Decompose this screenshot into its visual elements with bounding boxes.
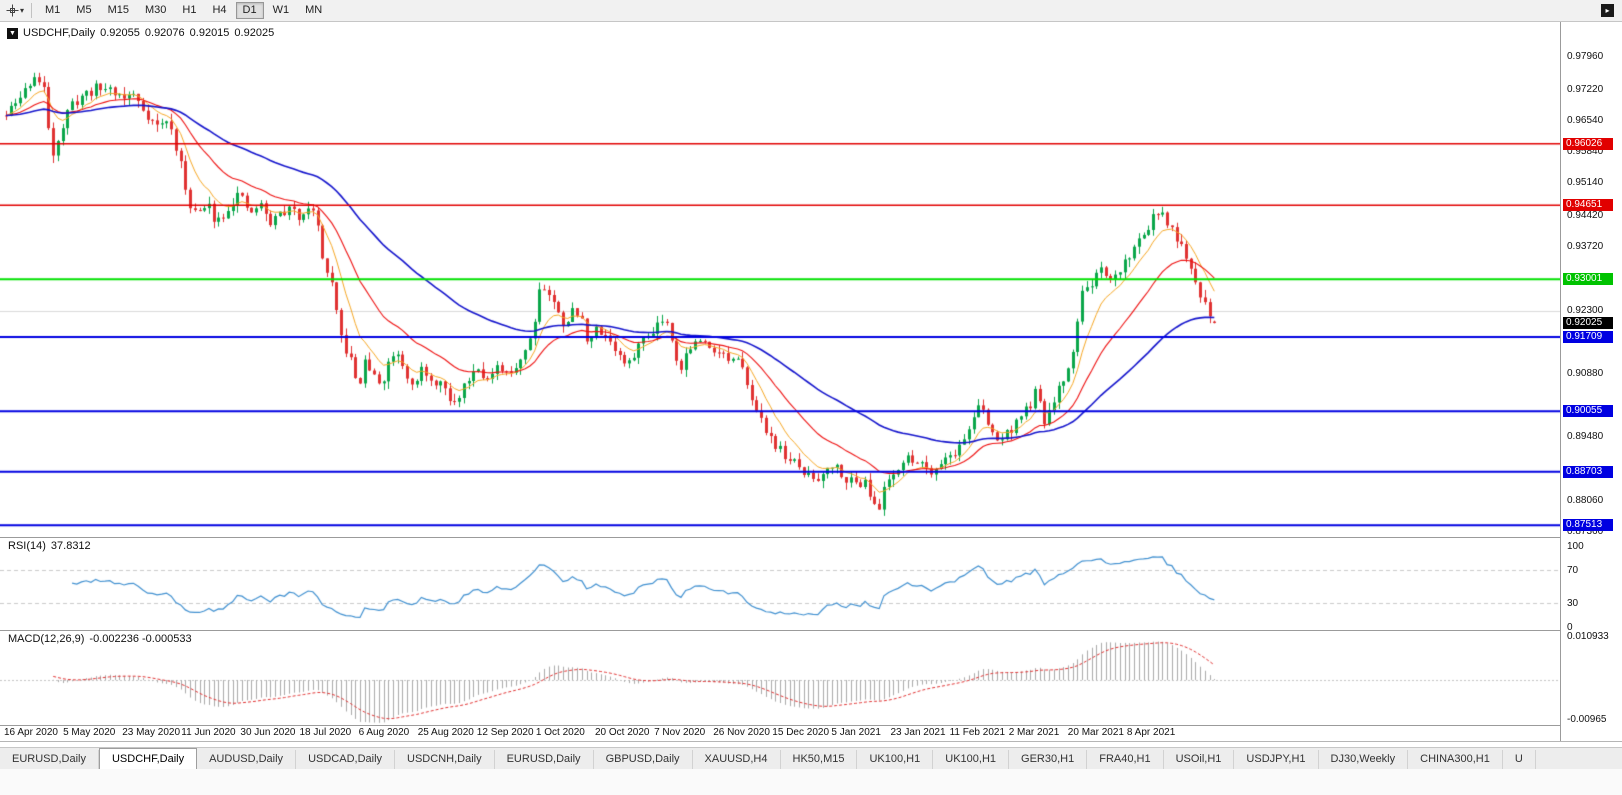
macd-axis-label: -0.00965 bbox=[1567, 713, 1607, 725]
price-axis-label: 0.92300 bbox=[1567, 304, 1604, 316]
date-label: 1 Oct 2020 bbox=[535, 727, 585, 738]
timeframe-button-h4[interactable]: H4 bbox=[212, 4, 227, 16]
date-label: 26 Nov 2020 bbox=[713, 727, 770, 738]
price-chart-canvas[interactable] bbox=[0, 21, 1560, 725]
panel-separator-macd-dates bbox=[0, 725, 1622, 726]
date-label: 5 May 2020 bbox=[63, 727, 116, 738]
date-label: 23 Jan 2021 bbox=[890, 727, 946, 738]
date-axis[interactable]: 16 Apr 2020 5 May 2020 23 May 2020 11 Jun 2… bbox=[0, 726, 1560, 741]
rsi-axis-label: 30 bbox=[1567, 597, 1579, 609]
tab-gbpusd-daily[interactable]: GBPUSD,Daily bbox=[594, 750, 693, 769]
price-axis-label: 0.97220 bbox=[1567, 84, 1604, 96]
chart-shift-icon[interactable]: ▸ bbox=[1601, 4, 1614, 17]
timeframe-buttons: M1 M5 M15 M30 H1 H4 D1 W1 MN bbox=[37, 2, 330, 19]
price-axis-label: 0.94420 bbox=[1567, 209, 1604, 221]
price-axis-badge: 0.94651 bbox=[1563, 199, 1613, 212]
date-label: 23 May 2020 bbox=[122, 727, 181, 738]
ohlc-high: 0.92076 bbox=[144, 27, 185, 39]
ohlc-low: 0.92015 bbox=[189, 27, 230, 39]
date-label: 7 Nov 2020 bbox=[654, 727, 706, 738]
tab-eurusd-daily[interactable]: EURUSD,Daily bbox=[495, 750, 594, 769]
timeframe-button-m30[interactable]: M30 bbox=[144, 4, 167, 16]
tab-ger30-h1[interactable]: GER30,H1 bbox=[1009, 750, 1088, 769]
tab-fra40-h1[interactable]: FRA40,H1 bbox=[1087, 750, 1164, 769]
price-axis[interactable]: 0.97960 0.97220 0.96540 0.95840 0.95140 0.944… bbox=[1561, 21, 1622, 741]
symbol-title: USDCHF,Daily bbox=[23, 27, 96, 39]
date-label: 30 Jun 2020 bbox=[240, 727, 296, 738]
macd-label: MACD(12,26,9) -0.002236 -0.000533 bbox=[8, 633, 192, 645]
price-axis-badge: 0.91709 bbox=[1563, 331, 1613, 344]
chart-bottom-border bbox=[0, 741, 1622, 742]
tab-xauusd-h4[interactable]: XAUUSD,H4 bbox=[693, 750, 781, 769]
price-axis-badge: 0.96026 bbox=[1563, 137, 1613, 150]
price-axis-label: 0.95840 bbox=[1567, 145, 1604, 157]
tab-usoil-h1[interactable]: USOil,H1 bbox=[1164, 750, 1235, 769]
timeframe-button-mn[interactable]: MN bbox=[305, 4, 323, 16]
price-axis-label: 0.89480 bbox=[1567, 430, 1604, 442]
tab-usdjpy-h1[interactable]: USDJPY,H1 bbox=[1234, 750, 1319, 769]
chart-title: ▼ USDCHF,Daily 0.92055 0.92076 0.92015 0… bbox=[7, 27, 274, 39]
top-toolbar: ▾ M1 M5 M15 M30 H1 H4 D1 W1 MN ▸ bbox=[0, 0, 1622, 22]
timeframe-button-w1[interactable]: W1 bbox=[272, 4, 290, 16]
date-label: 8 Apr 2021 bbox=[1126, 727, 1176, 738]
panel-separator-rsi-macd[interactable] bbox=[0, 630, 1622, 631]
tab-eurusd-daily[interactable]: EURUSD,Daily bbox=[0, 750, 99, 769]
ohlc-open: 0.92055 bbox=[100, 27, 140, 39]
price-axis-label: 0.93720 bbox=[1567, 240, 1604, 252]
date-label: 15 Dec 2020 bbox=[772, 727, 830, 738]
rsi-label: RSI(14) 37.8312 bbox=[8, 540, 91, 552]
price-axis-label: 0.90880 bbox=[1567, 368, 1604, 380]
date-label: 12 Sep 2020 bbox=[476, 727, 534, 738]
tab-china300-h1[interactable]: CHINA300,H1 bbox=[1408, 750, 1503, 769]
tab-hk50-m15[interactable]: HK50,M15 bbox=[781, 750, 858, 769]
tab-usdcnh-daily[interactable]: USDCNH,Daily bbox=[395, 750, 495, 769]
chart-tabbar: EURUSD,Daily USDCHF,Daily AUDUSD,Daily USDC… bbox=[0, 747, 1622, 769]
date-label: 20 Oct 2020 bbox=[595, 727, 650, 738]
date-label: 11 Feb 2021 bbox=[949, 727, 1006, 738]
date-label: 5 Jan 2021 bbox=[831, 727, 881, 738]
price-axis-badge: 0.87513 bbox=[1563, 519, 1613, 532]
cursor-dropdown-icon[interactable]: ▾ bbox=[20, 6, 25, 15]
price-axis-badge: 0.92025 bbox=[1563, 316, 1613, 329]
timeframe-button-m5[interactable]: M5 bbox=[76, 4, 92, 16]
toolbar-separator bbox=[31, 3, 33, 18]
tab-usdcad-daily[interactable]: USDCAD,Daily bbox=[296, 750, 396, 769]
date-label: 11 Jun 2020 bbox=[181, 727, 236, 738]
tab-uk100-h1[interactable]: UK100,H1 bbox=[933, 750, 1010, 769]
timeframe-button-d1[interactable]: D1 bbox=[235, 2, 264, 19]
bottom-fill bbox=[0, 768, 1622, 795]
price-axis-label: 0.95140 bbox=[1567, 177, 1604, 189]
tab-audusd-daily[interactable]: AUDUSD,Daily bbox=[197, 750, 297, 769]
date-label: 6 Aug 2020 bbox=[358, 727, 410, 738]
rsi-axis-label: 100 bbox=[1567, 541, 1584, 552]
tab-dj30-weekly[interactable]: DJ30,Weekly bbox=[1319, 750, 1409, 769]
rsi-axis-label: 0 bbox=[1567, 622, 1573, 633]
tab-u[interactable]: U bbox=[1503, 750, 1536, 769]
date-label: 25 Aug 2020 bbox=[417, 727, 474, 738]
rsi-axis-label: 70 bbox=[1567, 565, 1579, 577]
collapse-chart-icon[interactable]: ▼ bbox=[7, 27, 18, 39]
price-axis-label: 0.88060 bbox=[1567, 494, 1604, 506]
price-axis-badge: 0.90055 bbox=[1563, 405, 1613, 418]
panel-separator-main-rsi[interactable] bbox=[0, 537, 1622, 538]
timeframe-button-m15[interactable]: M15 bbox=[107, 4, 129, 16]
price-axis-label: 0.87360 bbox=[1567, 525, 1604, 537]
tab-uk100-h1[interactable]: UK100,H1 bbox=[857, 750, 934, 769]
timeframe-button-m1[interactable]: M1 bbox=[45, 4, 61, 16]
tab-usdchf-daily[interactable]: USDCHF,Daily bbox=[98, 748, 198, 769]
price-axis-label: 0.96540 bbox=[1567, 114, 1604, 126]
price-axis-badge: 0.93001 bbox=[1563, 273, 1613, 286]
price-axis-badge: 0.88703 bbox=[1563, 465, 1613, 478]
price-axis-label: 0.97960 bbox=[1567, 51, 1604, 62]
date-label: 2 Mar 2021 bbox=[1008, 727, 1060, 738]
date-label: 16 Apr 2020 bbox=[4, 727, 58, 738]
date-label: 18 Jul 2020 bbox=[299, 727, 352, 738]
timeframe-button-h1[interactable]: H1 bbox=[182, 4, 197, 16]
ohlc-close: 0.92025 bbox=[234, 27, 275, 39]
date-label: 20 Mar 2021 bbox=[1067, 727, 1124, 738]
price-axis-border bbox=[1560, 21, 1561, 741]
crosshair-icon[interactable] bbox=[4, 3, 20, 18]
macd-axis-label: 0.010933 bbox=[1567, 631, 1609, 642]
